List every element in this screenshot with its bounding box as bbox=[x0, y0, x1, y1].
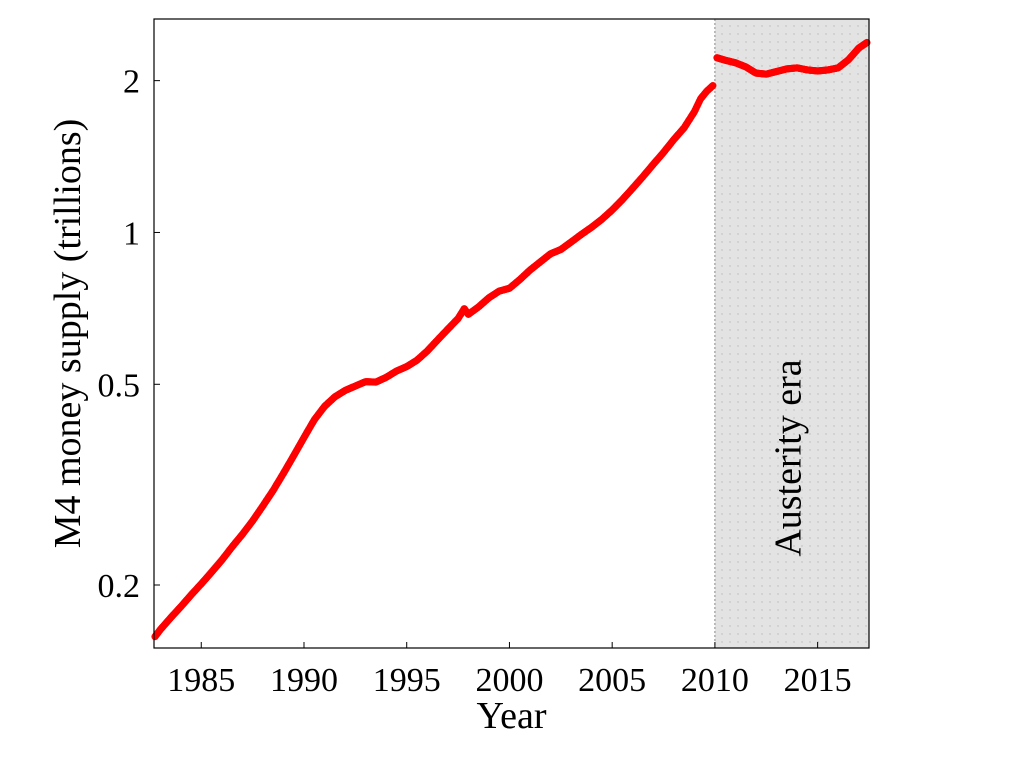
y-axis-title: M4 money supply (trillions) bbox=[47, 119, 89, 549]
shaded-region-label: Austerity era bbox=[768, 359, 810, 556]
x-tick-label: 1995 bbox=[373, 662, 441, 699]
austerity-shaded-region bbox=[714, 19, 869, 648]
y-axis-ticks: 0.2 0.5 1 2 bbox=[98, 64, 160, 605]
data-point bbox=[709, 82, 717, 90]
x-axis-title: Year bbox=[476, 695, 546, 737]
m4-series bbox=[151, 38, 871, 641]
y-tick-label: 0.5 bbox=[98, 367, 141, 404]
y-tick-label: 0.2 bbox=[98, 568, 141, 605]
shaded-region-fill bbox=[714, 19, 869, 648]
x-tick-label: 2000 bbox=[475, 662, 543, 699]
x-tick-label: 2010 bbox=[681, 662, 749, 699]
x-tick-label: 2005 bbox=[578, 662, 646, 699]
x-axis-ticks: 1985 1990 1995 2000 2005 2010 2015 bbox=[167, 642, 852, 699]
x-tick-label: 1985 bbox=[167, 662, 235, 699]
x-tick-label: 2015 bbox=[784, 662, 852, 699]
x-tick-label: 1990 bbox=[270, 662, 338, 699]
plot-frame bbox=[153, 18, 870, 649]
y-tick-label: 1 bbox=[123, 215, 140, 252]
y-tick-label: 2 bbox=[123, 64, 140, 101]
